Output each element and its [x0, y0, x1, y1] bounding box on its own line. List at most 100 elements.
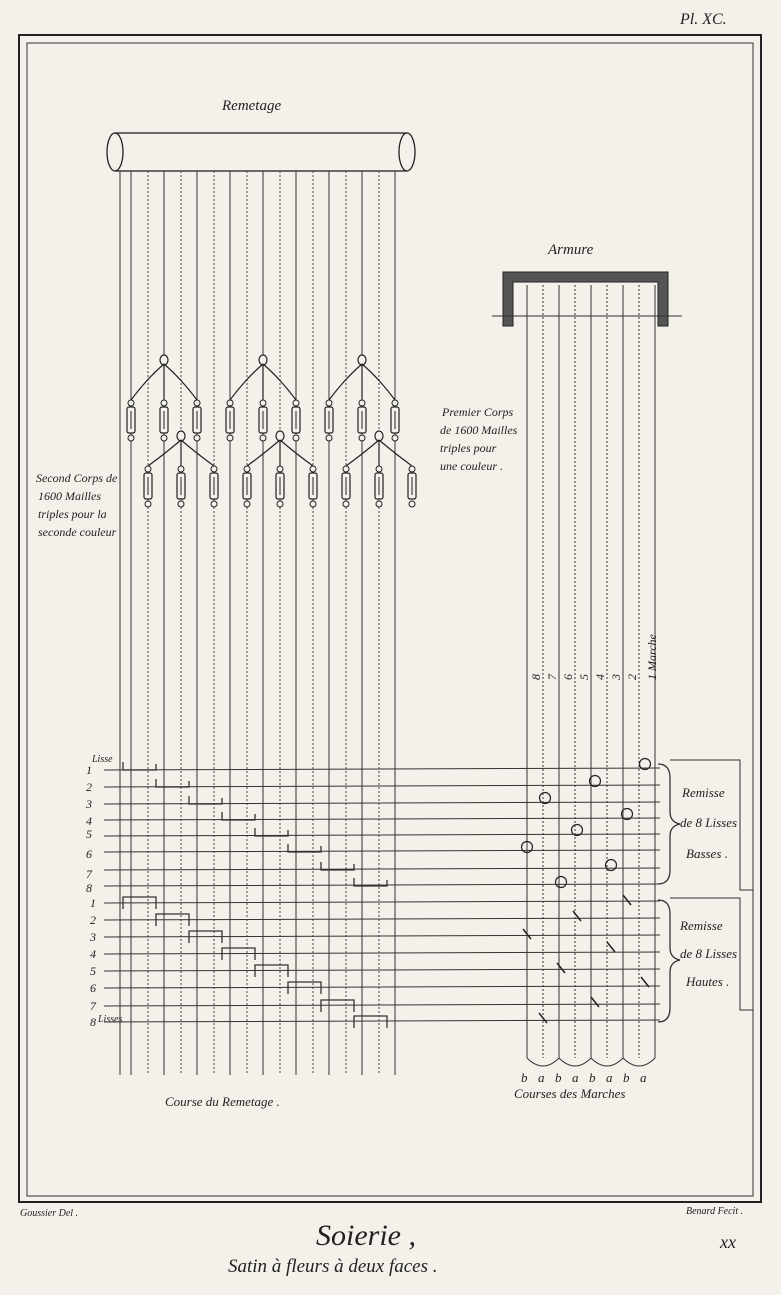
maille-cord — [279, 439, 314, 467]
note-second-line3: triples pour la — [38, 507, 107, 521]
ab-letters: b a b a b a b a — [521, 1070, 647, 1085]
maille-cord — [180, 439, 215, 467]
maille-cord — [246, 439, 281, 467]
armure-slash-mark — [622, 894, 632, 906]
maille-eye — [292, 399, 300, 407]
main-title: Soierie , — [316, 1219, 416, 1252]
note-premier-line1: Premier Corps — [441, 405, 514, 419]
subtitle: Satin à fleurs à deux faces . — [228, 1256, 438, 1277]
maille-eye — [144, 500, 152, 508]
maille-eye — [375, 465, 383, 473]
maille-eye — [193, 434, 201, 442]
maille-cord — [229, 363, 264, 401]
marche-label-4: 4 — [593, 674, 607, 680]
armure-threads — [526, 285, 656, 1058]
armure-slash-mark — [606, 941, 616, 953]
lisse-basse-bracket — [254, 828, 289, 837]
maille-eye — [226, 399, 234, 407]
maille-eye — [259, 434, 267, 442]
maille-eye — [408, 465, 416, 473]
armure-slash-mark — [522, 928, 532, 940]
lisse-haute-line — [103, 985, 661, 989]
maille-knot — [159, 354, 169, 366]
lisse-haute-bracket — [353, 1015, 388, 1028]
lisse-haute-1: 1 — [90, 896, 96, 910]
outer-frame — [18, 34, 762, 1203]
note-premier-line2: de 1600 Mailles — [440, 423, 518, 437]
lisse-haute-line — [103, 951, 661, 955]
lisse-haute-3: 3 — [89, 930, 96, 944]
lisse-basse-2: 2 — [86, 780, 92, 794]
lisse-haute-bracket — [122, 896, 157, 909]
maille-eye — [309, 500, 317, 508]
lisse-basse-3: 3 — [85, 797, 92, 811]
maille-group — [126, 354, 202, 442]
brace-basses — [657, 763, 681, 885]
lisse-haute-line — [103, 934, 661, 938]
lisse-basse-1: 1 — [86, 763, 92, 777]
lisse-basse-6: 6 — [86, 847, 92, 861]
maille-eye — [358, 434, 366, 442]
marche-loop — [590, 1057, 624, 1067]
armure-slash-mark — [538, 1012, 548, 1024]
marche-label-2: 2 — [625, 674, 639, 680]
maille-eye — [144, 465, 152, 473]
remisse-basses-line1: Remisse — [681, 785, 725, 800]
lisse-basse-bracket — [287, 844, 322, 853]
lisse-haute-4: 4 — [90, 947, 96, 961]
note-second-line4: seconde couleur — [38, 525, 117, 539]
lisse-haute-bracket — [188, 930, 223, 943]
maille-eye — [243, 465, 251, 473]
courses-marches: Courses des Marches — [514, 1086, 625, 1101]
credit-right: Benard Fecit . — [686, 1206, 743, 1217]
lisse-basse-line — [103, 801, 661, 805]
armure-circle-mark — [570, 823, 584, 837]
maille-knot — [275, 430, 285, 442]
remisse-hautes-line1: Remisse — [679, 918, 723, 933]
brace-hautes — [657, 899, 681, 1023]
ab-letter-4: a — [572, 1070, 579, 1085]
lisse-basse-line — [103, 833, 661, 837]
marche-loop — [558, 1057, 592, 1067]
lisse-basse-bracket — [155, 779, 190, 788]
ab-letter-7: b — [623, 1070, 630, 1085]
maille-cord — [262, 363, 297, 401]
warp-threads — [119, 171, 396, 1075]
armure-circle-mark — [520, 840, 534, 854]
note-second-line1: Second Corps de — [36, 471, 118, 485]
maille-eye — [177, 500, 185, 508]
maille-group — [324, 354, 400, 442]
lisse-basse-line — [103, 817, 661, 821]
remisse-basses-line2: de 8 Lisses — [680, 815, 737, 830]
course-remetage: Course du Remetage . — [165, 1094, 280, 1109]
marche-loop — [622, 1057, 656, 1067]
maille-cord — [345, 439, 380, 467]
armure-circle-mark — [538, 791, 552, 805]
maille-group — [341, 430, 417, 508]
lisse-basse-bracket — [320, 862, 355, 871]
lisse-haute-line — [103, 1003, 661, 1007]
lisse-basse-line — [103, 849, 661, 853]
maille-eye — [358, 399, 366, 407]
maille-eye — [160, 399, 168, 407]
remisse-hautes-line3: Hautes . — [685, 974, 729, 989]
armure-circle-mark — [638, 757, 652, 771]
maille-eye — [259, 399, 267, 407]
lisse-basse-5: 5 — [86, 827, 92, 841]
lisse-basse-bracket — [188, 796, 223, 805]
lisse-basse-line — [103, 867, 661, 871]
armure-slash-mark — [556, 962, 566, 974]
lisse-basse-bracket — [221, 812, 256, 821]
remisse-basses-line3: Basses . — [686, 846, 728, 861]
lisse-haute-6: 6 — [90, 981, 96, 995]
lisse-haute-bracket — [155, 913, 190, 926]
maille-eye — [226, 434, 234, 442]
maille-groups — [126, 354, 417, 508]
maille-cord — [147, 439, 182, 467]
marche-label-6: 6 — [561, 674, 575, 680]
marche-label-7: 7 — [545, 673, 559, 680]
lisse-haute-line — [103, 900, 661, 904]
lisse-haute-bracket — [320, 999, 355, 1012]
lisse-numbers: 1 2 3 4 5 6 7 8 1 2 3 4 5 6 7 8 — [85, 763, 97, 1029]
